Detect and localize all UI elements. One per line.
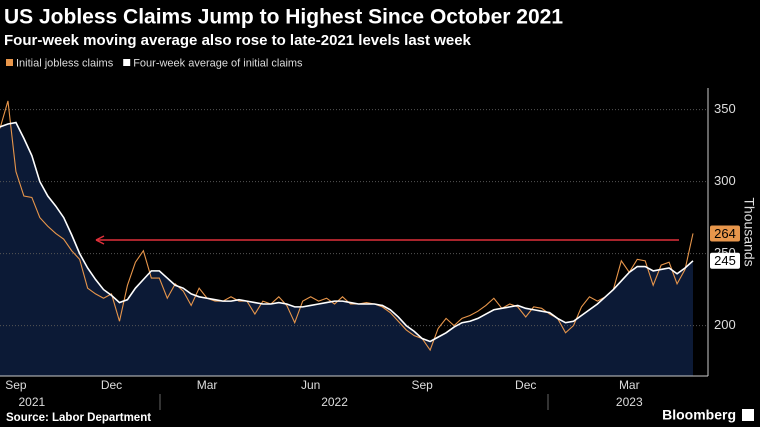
value-label-box bbox=[710, 225, 740, 242]
x-tick-label: Sep bbox=[5, 378, 27, 392]
year-label: 2021 bbox=[19, 395, 46, 409]
x-tick-label: Dec bbox=[101, 378, 122, 392]
legend-label: Four-week average of initial claims bbox=[133, 57, 303, 69]
y-tick-label: 350 bbox=[714, 101, 736, 116]
brand: Bloomberg bbox=[662, 407, 736, 423]
y-tick-label: 200 bbox=[714, 317, 736, 332]
x-tick-label: Jun bbox=[301, 378, 320, 392]
year-label: 2022 bbox=[321, 395, 348, 409]
value-label-box bbox=[710, 252, 740, 269]
series-line bbox=[0, 100, 694, 352]
x-tick-label: Mar bbox=[197, 378, 218, 392]
value-label: 245 bbox=[714, 253, 736, 268]
x-tick-label: Dec bbox=[515, 378, 536, 392]
source: Source: Labor Department bbox=[6, 412, 151, 424]
chart-subtitle: Four-week moving average also rose to la… bbox=[4, 32, 472, 49]
chart-title: US Jobless Claims Jump to Highest Since … bbox=[4, 6, 563, 29]
y-axis-label: Thousands bbox=[741, 197, 757, 266]
x-tick-label: Sep bbox=[411, 378, 433, 392]
legend-swatch bbox=[6, 59, 13, 66]
legend-swatch bbox=[123, 59, 131, 66]
brand-icon bbox=[742, 409, 754, 421]
x-tick-label: Mar bbox=[619, 378, 640, 392]
value-label: 264 bbox=[714, 226, 736, 241]
series-line bbox=[0, 121, 694, 343]
arrow-head bbox=[95, 235, 105, 245]
year-label: 2023 bbox=[616, 395, 643, 409]
y-tick-label: 300 bbox=[714, 173, 736, 188]
overlay: 264 245 bbox=[710, 225, 740, 269]
area bbox=[0, 122, 693, 376]
legend-label: Initial jobless claims bbox=[16, 57, 114, 69]
